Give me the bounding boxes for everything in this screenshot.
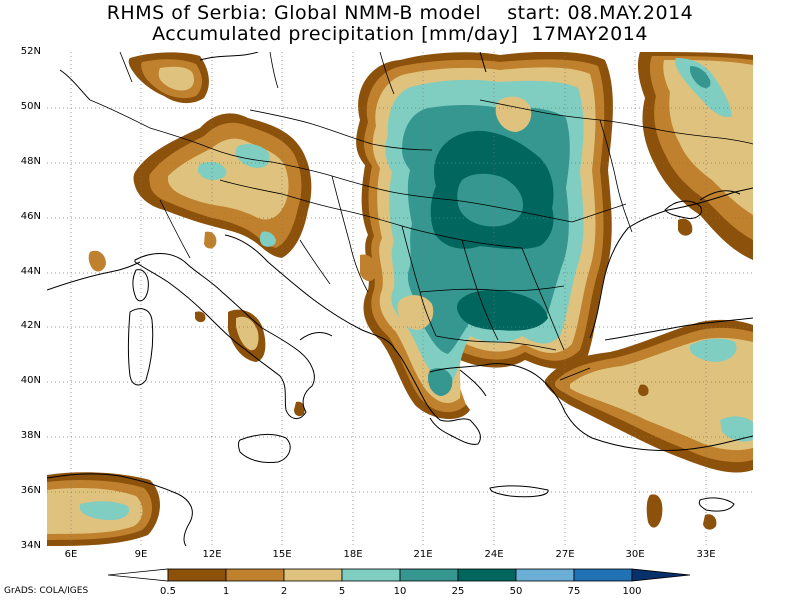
title-line-1: RHMS of Serbia: Global NMM-B model start…: [106, 2, 694, 24]
colorbar-label-10: 10: [393, 586, 407, 597]
lat-label-42n: 42N: [20, 320, 41, 331]
coastlines: [47, 52, 753, 546]
precip-field-turkey: [545, 319, 753, 473]
lat-label-34n: 34N: [20, 540, 41, 551]
lon-label-15e: 15E: [272, 549, 292, 560]
lat-label-36n: 36N: [20, 485, 41, 496]
colorbar-swatch-6: [457, 568, 517, 582]
lon-label-6e: 6E: [64, 549, 78, 560]
colorbar-label-50: 50: [509, 586, 523, 597]
map-grid: [47, 52, 753, 546]
precip-field-tunisia: [47, 472, 160, 546]
lon-label-24e: 24E: [484, 549, 504, 560]
colorbar-label-75: 75: [567, 586, 581, 597]
precip-field-balkans-central-europe: [356, 52, 613, 420]
colorbar-label-100: 100: [622, 586, 642, 597]
lat-label-50n: 50N: [20, 101, 41, 112]
software-credit: GrADS: COLA/IGES: [4, 586, 89, 596]
colorbar-low-arrow: [107, 568, 169, 582]
country-borders: [89, 52, 753, 381]
colorbar-swatch-3: [283, 568, 343, 582]
lon-label-33e: 33E: [696, 549, 716, 560]
colorbar-swatch-2: [225, 568, 285, 582]
lat-label-44n: 44N: [20, 266, 41, 277]
colorbar-swatch-7: [515, 568, 575, 582]
colorbar-high-arrow: [631, 568, 691, 582]
precip-field-alps: [133, 113, 312, 258]
precip-field-eastern-ukraine: [637, 52, 753, 260]
precip-field-north-germany: [128, 52, 209, 104]
lat-label-48n: 48N: [20, 156, 41, 167]
colorbar-label-0-5: 0.5: [160, 586, 176, 597]
lat-label-46n: 46N: [20, 211, 41, 222]
colorbar-label-5: 5: [338, 586, 346, 597]
colorbar-label-2: 2: [280, 586, 288, 597]
title-line-2: Accumulated precipitation [mm/day] 17MAY…: [152, 23, 648, 45]
colorbar-swatch-1: [167, 568, 227, 582]
lat-label-52n: 52N: [20, 46, 41, 57]
colorbar-swatches: [167, 568, 633, 582]
colorbar-swatch-4: [341, 568, 401, 582]
lon-label-21e: 21E: [413, 549, 433, 560]
lon-label-9e: 9E: [134, 549, 148, 560]
lon-label-30e: 30E: [625, 549, 645, 560]
colorbar-swatch-8: [573, 568, 633, 582]
lon-label-12e: 12E: [202, 549, 222, 560]
colorbar-label-1: 1: [222, 586, 230, 597]
lat-label-38n: 38N: [20, 430, 41, 441]
lon-label-27e: 27E: [555, 549, 575, 560]
colorbar-label-25: 25: [451, 586, 465, 597]
lat-label-40n: 40N: [20, 375, 41, 386]
colorbar-swatch-5: [399, 568, 459, 582]
lon-label-18e: 18E: [343, 549, 363, 560]
